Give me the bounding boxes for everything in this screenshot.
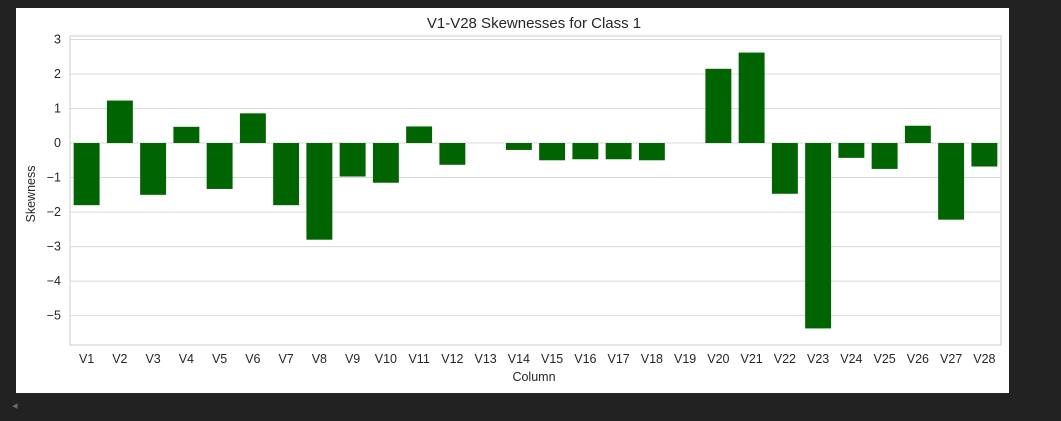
x-tick-label: V4 xyxy=(179,352,194,366)
bar-v5 xyxy=(206,143,233,189)
bar-v21 xyxy=(738,52,765,144)
x-tick-label: V19 xyxy=(674,352,696,366)
bar-v24 xyxy=(838,143,865,158)
x-tick-label: V9 xyxy=(345,352,360,366)
y-axis-label: Skewness xyxy=(24,166,38,223)
y-tick-label: 0 xyxy=(54,136,61,150)
chart-panel: V1-V28 Skewnesses for Class 1 Column Ske… xyxy=(16,8,1009,393)
x-tick-label: V15 xyxy=(541,352,563,366)
x-tick-label: V27 xyxy=(940,352,962,366)
x-tick-label: V28 xyxy=(973,352,995,366)
y-tick-label: −1 xyxy=(47,171,61,185)
bar-v1 xyxy=(73,143,100,206)
bar-v20 xyxy=(705,68,732,144)
bar-v10 xyxy=(372,143,399,183)
bar-v27 xyxy=(938,143,965,220)
skewness-bar-chart: V1-V28 Skewnesses for Class 1 Column Ske… xyxy=(24,15,1002,384)
x-tick-label: V24 xyxy=(840,352,862,366)
chart-title: V1-V28 Skewnesses for Class 1 xyxy=(427,15,641,32)
scroll-left-icon[interactable]: ◂ xyxy=(12,400,18,412)
x-tick-label: V23 xyxy=(807,352,829,366)
x-axis-label: Column xyxy=(512,370,555,384)
bar-v11 xyxy=(406,126,433,144)
y-tick-label: 2 xyxy=(54,67,61,81)
y-tick-label: −2 xyxy=(47,205,61,219)
x-tick-label: V13 xyxy=(475,352,497,366)
y-tick-label: −4 xyxy=(47,274,61,288)
x-tick-label: V3 xyxy=(145,352,160,366)
x-tick-label: V10 xyxy=(375,352,397,366)
x-tick-label: V11 xyxy=(408,352,429,366)
y-tick-label: −5 xyxy=(47,309,61,323)
bar-v8 xyxy=(306,143,333,240)
bar-v6 xyxy=(239,113,266,144)
bar-v9 xyxy=(339,143,366,177)
y-tick-label: 1 xyxy=(54,102,61,116)
plot-area xyxy=(69,35,1002,346)
bar-v2 xyxy=(106,100,133,144)
x-tick-label: V16 xyxy=(574,352,596,366)
bar-v22 xyxy=(771,143,798,194)
bar-v3 xyxy=(140,143,167,195)
x-tick-label: V18 xyxy=(641,352,663,366)
bar-v15 xyxy=(539,143,566,161)
bar-v16 xyxy=(572,143,599,160)
y-tick-label: −3 xyxy=(47,240,61,254)
bar-v28 xyxy=(971,143,998,167)
x-tick-label: V17 xyxy=(608,352,630,366)
x-tick-label: V12 xyxy=(441,352,463,366)
x-tick-label: V14 xyxy=(508,352,530,366)
bar-v17 xyxy=(605,143,632,160)
y-tick-label: 3 xyxy=(54,32,61,46)
x-tick-label: V2 xyxy=(112,352,127,366)
x-tick-label: V21 xyxy=(741,352,763,366)
bar-v14 xyxy=(505,143,532,150)
x-tick-label: V6 xyxy=(245,352,260,366)
bar-v18 xyxy=(638,143,665,161)
x-tick-label: V20 xyxy=(707,352,729,366)
x-tick-label: V26 xyxy=(907,352,929,366)
x-tick-label: V1 xyxy=(79,352,94,366)
bar-v4 xyxy=(173,126,200,144)
bar-v12 xyxy=(439,143,466,165)
x-tick-label: V25 xyxy=(874,352,896,366)
x-tick-label: V5 xyxy=(212,352,227,366)
bar-v26 xyxy=(904,125,931,144)
bar-v25 xyxy=(871,143,898,169)
x-tick-label: V22 xyxy=(774,352,796,366)
x-tick-label: V8 xyxy=(312,352,327,366)
x-tick-label: V7 xyxy=(278,352,293,366)
bar-v23 xyxy=(805,143,832,329)
bar-v7 xyxy=(273,143,300,206)
